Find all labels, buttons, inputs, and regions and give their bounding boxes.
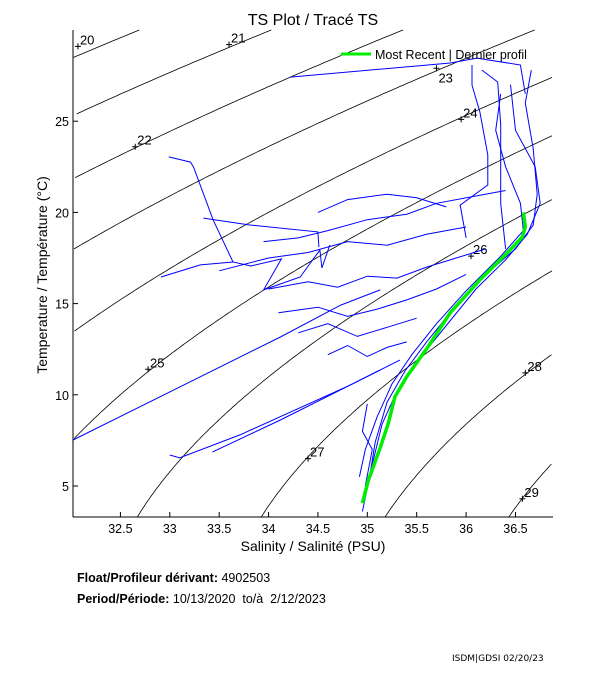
legend: Most Recent | Dernier profil — [341, 48, 527, 62]
density-contour-27 — [260, 270, 553, 518]
x-tick-label: 36.5 — [503, 522, 527, 536]
profile-line-17 — [219, 226, 467, 272]
x-tick-label: 32.5 — [108, 522, 132, 536]
contour-label-marker — [145, 366, 152, 373]
profile-line-0 — [361, 70, 538, 512]
float-info: Float/Profileur dérivant: 4902503 — [77, 571, 270, 585]
profile-line-8 — [203, 217, 320, 248]
contour-label-marker — [305, 455, 312, 462]
profile-line-5 — [290, 57, 526, 94]
contour-label-marker — [132, 143, 139, 150]
period-value: 10/13/2020 to/à 2/12/2023 — [172, 592, 326, 606]
profile-line-4 — [481, 69, 507, 249]
profile-line-12 — [268, 248, 486, 290]
y-tick-label: 5 — [62, 480, 69, 494]
density-contour-28 — [384, 354, 552, 518]
profile-line-1 — [363, 84, 541, 496]
float-value: 4902503 — [221, 571, 271, 585]
profile-line-13 — [278, 273, 467, 317]
density-contour-20 — [73, 29, 140, 58]
y-tick-label: 15 — [55, 298, 69, 312]
contour-label-29: 29 — [524, 485, 538, 500]
profile-line-15 — [263, 190, 506, 243]
profile-line-16 — [327, 341, 407, 358]
period-info: Period/Période: 10/13/2020 to/à 2/12/202… — [77, 592, 326, 606]
contour-label-27: 27 — [310, 445, 324, 460]
density-contour-23 — [73, 29, 535, 250]
density-contour-22 — [74, 29, 404, 179]
contour-label-marker — [74, 43, 81, 50]
x-tick-label: 35 — [360, 522, 374, 536]
contour-label-25: 25 — [150, 355, 164, 370]
profile-line-19 — [317, 193, 447, 213]
contour-label-20: 20 — [80, 32, 94, 47]
chart-title: TS Plot / Tracé TS — [248, 12, 378, 29]
contour-label-marker — [433, 65, 440, 72]
x-tick-label: 35.5 — [405, 522, 429, 536]
contour-label-marker — [522, 369, 529, 376]
x-tick-label: 36 — [459, 522, 473, 536]
contour-label-24: 24 — [463, 105, 477, 120]
y-axis-label: Temperature / Température (°C) — [34, 176, 50, 374]
density-contour-21 — [76, 29, 272, 115]
density-contour-25 — [73, 135, 553, 439]
profile-line-2 — [358, 93, 524, 478]
float-label: Float/Profileur dérivant: — [77, 571, 218, 585]
contour-label-26: 26 — [473, 242, 487, 257]
contour-label-marker — [226, 41, 233, 48]
contour-label-marker — [519, 495, 526, 502]
density-contour-26 — [136, 199, 552, 518]
period-label: Period/Période: — [77, 592, 170, 606]
density-contour-24 — [74, 77, 553, 332]
x-tick-label: 33 — [163, 522, 177, 536]
contour-label-23: 23 — [438, 70, 452, 85]
y-tick-label: 25 — [55, 115, 69, 129]
contour-label-marker — [468, 253, 475, 260]
profile-line-9 — [72, 289, 381, 441]
profile-line-14 — [298, 317, 417, 337]
profile-line-3 — [459, 65, 489, 238]
y-tick-label: 10 — [55, 389, 69, 403]
density-contour-29 — [508, 463, 552, 518]
most-recent-profile — [360, 212, 528, 504]
profile-line-6 — [168, 156, 331, 291]
x-tick-label: 34 — [262, 522, 276, 536]
x-tick-label: 34.5 — [306, 522, 330, 536]
contour-label-21: 21 — [231, 31, 245, 46]
profile-line-18 — [361, 403, 373, 487]
source-stamp: ISDM|GDSI 02/20/23 — [452, 654, 544, 664]
contour-label-28: 28 — [527, 359, 541, 374]
y-tick-label: 20 — [55, 206, 69, 220]
legend-label-most-recent: Most Recent | Dernier profil — [375, 48, 527, 62]
contour-label-22: 22 — [137, 133, 151, 148]
contour-label-marker — [458, 116, 465, 123]
profile-line-11 — [212, 369, 381, 453]
x-tick-label: 33.5 — [207, 522, 231, 536]
profile-line-7 — [160, 261, 234, 278]
x-axis-label: Salinity / Salinité (PSU) — [241, 538, 386, 554]
